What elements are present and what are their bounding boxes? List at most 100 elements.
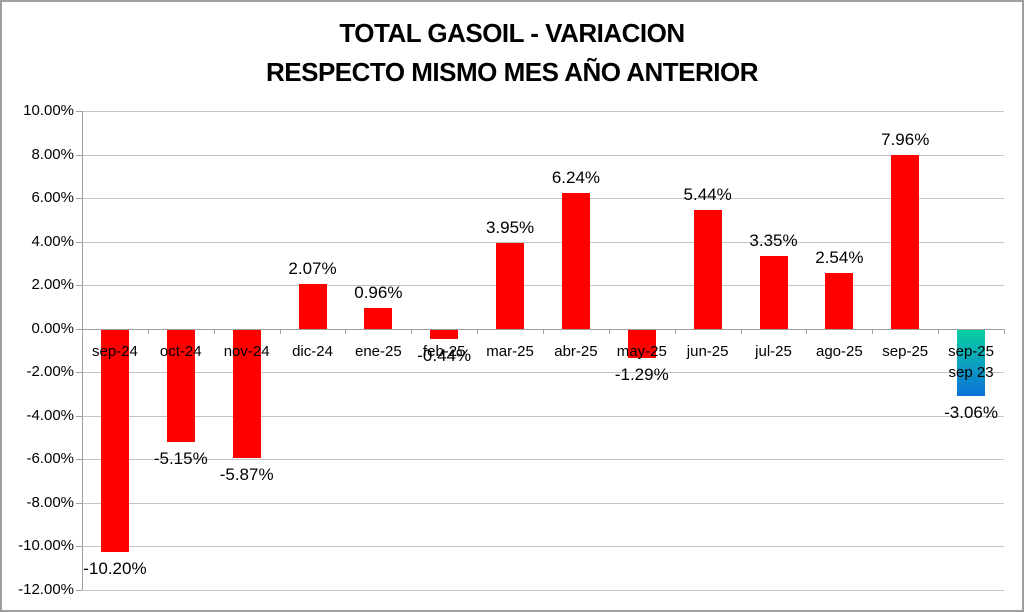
gridline <box>82 198 1004 200</box>
category-label-line: jun-25 <box>686 342 729 360</box>
category-label-line: nov-24 <box>223 342 270 360</box>
category-label: ago-25 <box>816 341 863 362</box>
gridline <box>82 415 1004 417</box>
category-label: feb-25 <box>423 341 466 362</box>
bar <box>496 242 525 329</box>
category-label-line: sep 23 <box>948 363 994 381</box>
category-label: abr-25 <box>554 341 597 362</box>
y-axis-tick <box>76 154 82 156</box>
chart-title: TOTAL GASOIL - VARIACION RESPECTO MISMO … <box>2 14 1022 92</box>
category-label-line: jul-25 <box>755 342 792 360</box>
x-axis-tick <box>345 328 347 334</box>
bar-value-label: -1.29% <box>614 364 669 384</box>
category-label-line: ago-25 <box>815 342 863 360</box>
x-axis-tick <box>740 328 742 334</box>
y-axis-tick <box>76 590 82 591</box>
bar <box>430 329 459 340</box>
bar <box>561 192 590 329</box>
category-label: mar-25 <box>486 341 534 362</box>
gridline <box>82 459 1004 461</box>
category-label-line: sep-24 <box>91 342 138 360</box>
y-axis-tick-label: 10.00% <box>23 102 74 119</box>
bar-value-label: -5.87% <box>219 464 274 484</box>
x-axis-tick <box>938 328 940 334</box>
y-axis-tick-label: -10.00% <box>18 537 74 555</box>
y-axis-tick-label: -4.00% <box>26 406 74 424</box>
x-axis-tick <box>543 328 544 334</box>
gridline <box>82 154 1004 156</box>
x-axis-tick <box>806 328 808 334</box>
category-label: nov-24 <box>224 341 270 362</box>
bar-value-label: 6.24% <box>551 167 601 187</box>
category-label-line: dic-24 <box>292 342 333 360</box>
bar <box>166 329 195 442</box>
y-axis-tick <box>76 502 82 504</box>
y-axis-tick-label: 0.00% <box>31 319 74 337</box>
category-label-line: abr-25 <box>554 342 598 360</box>
category-label-line: feb-25 <box>422 342 466 360</box>
category-label: sep-25 <box>882 341 928 362</box>
category-label-line: mar-25 <box>486 342 534 360</box>
category-label-line: oct-24 <box>159 342 202 360</box>
bar <box>825 273 854 329</box>
y-axis-tick-label: -12.00% <box>18 581 74 598</box>
x-axis-tick <box>411 328 413 334</box>
y-axis-tick-label: 8.00% <box>31 145 74 163</box>
y-axis-tick <box>76 198 82 200</box>
y-axis-tick-label: 6.00% <box>31 189 74 207</box>
x-axis-tick <box>213 328 215 334</box>
x-axis-tick <box>674 328 676 334</box>
x-axis-tick <box>279 328 281 334</box>
chart-title-line2: RESPECTO MISMO MES AÑO ANTERIOR <box>265 57 759 87</box>
bar-value-label: -3.06% <box>944 403 998 423</box>
bar-value-label: 3.95% <box>485 217 535 237</box>
y-axis-line <box>82 111 83 590</box>
gridline <box>82 502 1004 504</box>
x-axis-tick <box>608 328 610 334</box>
x-axis-tick <box>872 328 874 334</box>
bar-value-label: 2.54% <box>815 248 864 268</box>
category-label: jul-25 <box>755 341 792 362</box>
y-axis-tick <box>76 415 82 417</box>
bar <box>759 255 788 329</box>
y-axis-tick <box>76 546 82 548</box>
y-axis-tick <box>76 328 82 330</box>
x-axis-tick <box>82 328 83 334</box>
y-axis-tick-label: 4.00% <box>31 232 74 250</box>
category-label-line: may-25 <box>616 342 667 360</box>
bar-value-label: 3.35% <box>749 230 798 250</box>
bar-value-label: 7.96% <box>881 130 930 150</box>
y-axis-tick <box>76 459 82 461</box>
bar <box>891 155 920 329</box>
gridline <box>82 241 1004 243</box>
chart-title-line1: TOTAL GASOIL - VARIACION <box>339 18 685 48</box>
bar-value-label: 2.07% <box>288 258 337 278</box>
bar-value-label: -0.44% <box>417 346 472 366</box>
category-label-line: sep-25 <box>882 342 929 360</box>
bar-value-label: 5.44% <box>683 185 732 205</box>
category-label: sep-24 <box>92 341 138 362</box>
y-axis-tick-label: -6.00% <box>26 450 74 468</box>
bar <box>298 283 327 329</box>
bar <box>364 307 393 329</box>
y-axis-tick-label: -2.00% <box>26 363 74 381</box>
category-label: may-25 <box>617 341 667 362</box>
gridline <box>82 546 1004 548</box>
bar <box>100 329 129 552</box>
y-axis-tick-label: 2.00% <box>31 276 74 294</box>
category-label: ene-25 <box>355 341 402 362</box>
gridline <box>82 372 1004 374</box>
bar <box>627 329 656 358</box>
category-label-line: sep-25 <box>948 342 994 360</box>
category-label: sep-25 sep 23 <box>948 341 994 383</box>
y-axis-tick <box>76 372 82 374</box>
y-axis-tick <box>76 241 82 243</box>
category-label-line: ene-25 <box>354 342 402 360</box>
category-label: dic-24 <box>292 341 333 362</box>
bar <box>232 329 261 458</box>
category-label: jun-25 <box>687 341 729 362</box>
y-axis-tick-label: -8.00% <box>26 493 74 511</box>
gridline <box>82 111 1004 112</box>
y-axis-tick <box>76 285 82 287</box>
